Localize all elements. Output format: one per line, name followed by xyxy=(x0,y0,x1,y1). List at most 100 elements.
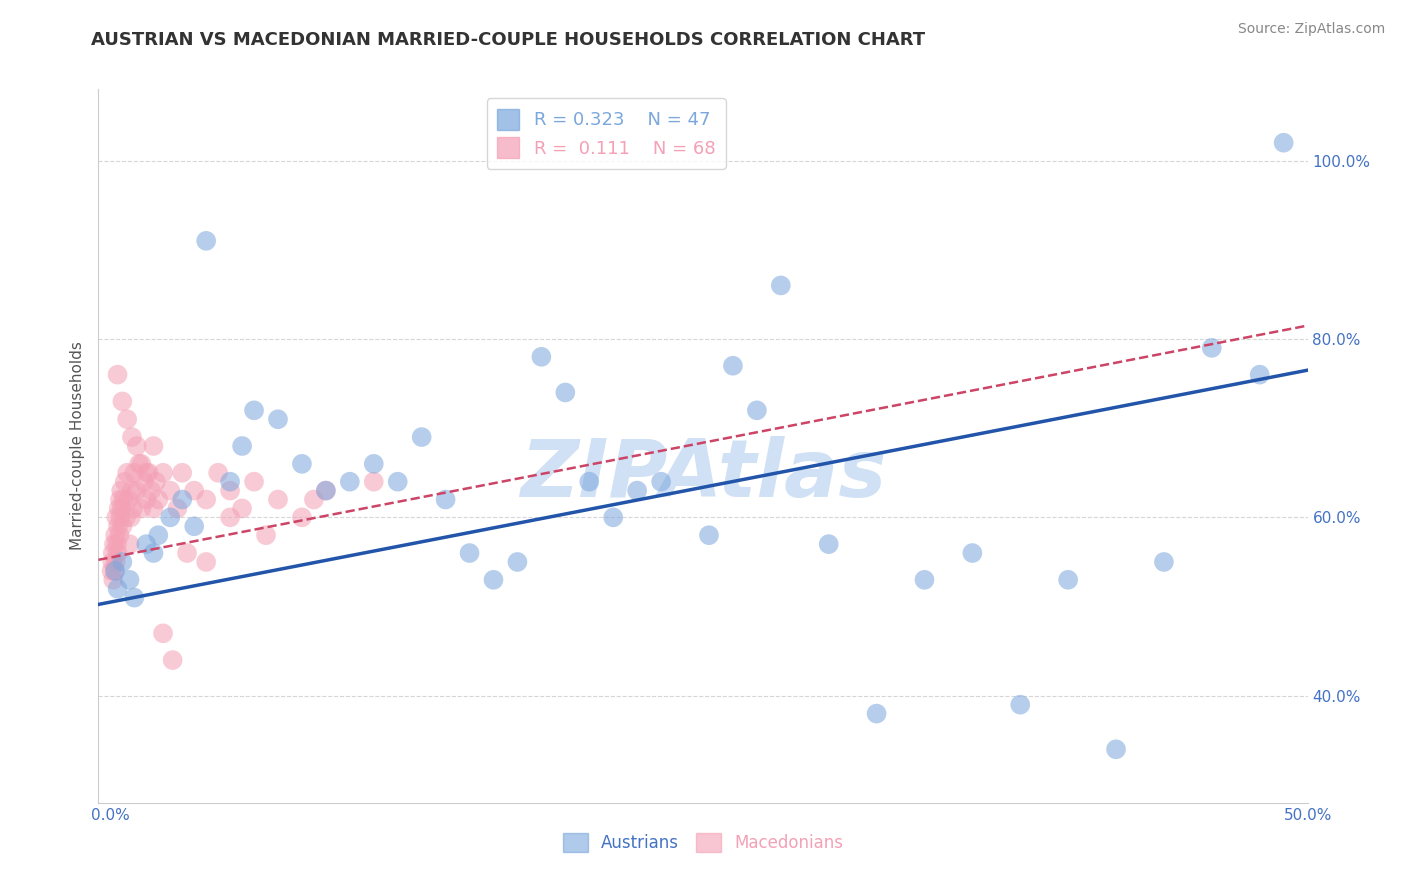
Point xyxy=(243,475,266,489)
Point xyxy=(219,475,242,489)
Point xyxy=(195,555,218,569)
Point xyxy=(650,475,672,489)
Point xyxy=(1105,742,1128,756)
Point xyxy=(115,412,138,426)
Point xyxy=(697,528,720,542)
Point xyxy=(114,475,136,489)
Point xyxy=(302,492,325,507)
Point xyxy=(111,394,134,409)
Point xyxy=(865,706,887,721)
Point xyxy=(962,546,984,560)
Point xyxy=(142,501,165,516)
Point xyxy=(231,439,253,453)
Point xyxy=(120,510,142,524)
Point xyxy=(291,510,314,524)
Point xyxy=(105,537,128,551)
Point xyxy=(100,564,122,578)
Point xyxy=(124,466,146,480)
Text: Source: ZipAtlas.com: Source: ZipAtlas.com xyxy=(1237,22,1385,37)
Point xyxy=(139,483,162,498)
Point xyxy=(132,475,155,489)
Point xyxy=(145,475,167,489)
Point xyxy=(1057,573,1080,587)
Point xyxy=(107,546,129,560)
Point xyxy=(411,430,433,444)
Point xyxy=(159,483,181,498)
Point xyxy=(195,492,218,507)
Y-axis label: Married-couple Households: Married-couple Households xyxy=(69,342,84,550)
Point xyxy=(148,492,170,507)
Point xyxy=(105,510,128,524)
Point xyxy=(115,510,138,524)
Point xyxy=(817,537,839,551)
Point xyxy=(107,368,129,382)
Point xyxy=(363,475,385,489)
Point xyxy=(107,582,129,596)
Point xyxy=(142,439,165,453)
Point xyxy=(104,564,127,578)
Point xyxy=(914,573,936,587)
Point xyxy=(118,537,141,551)
Point xyxy=(554,385,576,400)
Point xyxy=(183,519,205,533)
Point xyxy=(387,475,409,489)
Point xyxy=(1153,555,1175,569)
Point xyxy=(243,403,266,417)
Point xyxy=(626,483,648,498)
Point xyxy=(219,483,242,498)
Point xyxy=(128,457,150,471)
Point xyxy=(121,430,143,444)
Point xyxy=(108,492,131,507)
Point xyxy=(172,466,194,480)
Point xyxy=(110,483,132,498)
Point xyxy=(152,466,174,480)
Point xyxy=(172,492,194,507)
Point xyxy=(104,564,127,578)
Point xyxy=(101,555,124,569)
Point xyxy=(107,501,129,516)
Point xyxy=(721,359,744,373)
Point xyxy=(101,546,124,560)
Point xyxy=(315,483,337,498)
Point xyxy=(219,510,242,524)
Point xyxy=(434,492,457,507)
Point xyxy=(506,555,529,569)
Point xyxy=(458,546,481,560)
Point xyxy=(131,501,153,516)
Point xyxy=(135,537,157,551)
Point xyxy=(111,555,134,569)
Point xyxy=(125,439,148,453)
Point xyxy=(1201,341,1223,355)
Point xyxy=(152,626,174,640)
Point xyxy=(1272,136,1295,150)
Point xyxy=(135,492,157,507)
Point xyxy=(769,278,792,293)
Point xyxy=(121,483,143,498)
Point xyxy=(602,510,624,524)
Point xyxy=(111,501,134,516)
Point xyxy=(363,457,385,471)
Text: AUSTRIAN VS MACEDONIAN MARRIED-COUPLE HOUSEHOLDS CORRELATION CHART: AUSTRIAN VS MACEDONIAN MARRIED-COUPLE HO… xyxy=(91,31,925,49)
Point xyxy=(131,457,153,471)
Point xyxy=(267,412,290,426)
Point xyxy=(195,234,218,248)
Point xyxy=(339,475,361,489)
Point xyxy=(159,510,181,524)
Point xyxy=(104,555,127,569)
Point xyxy=(104,528,127,542)
Point xyxy=(267,492,290,507)
Point xyxy=(231,501,253,516)
Point xyxy=(118,573,141,587)
Point xyxy=(112,492,135,507)
Point xyxy=(110,510,132,524)
Point xyxy=(1010,698,1032,712)
Point xyxy=(142,546,165,560)
Point xyxy=(482,573,505,587)
Point xyxy=(207,466,229,480)
Point xyxy=(1249,368,1271,382)
Point xyxy=(578,475,600,489)
Point xyxy=(125,483,148,498)
Point xyxy=(124,591,146,605)
Point xyxy=(183,483,205,498)
Point xyxy=(138,466,160,480)
